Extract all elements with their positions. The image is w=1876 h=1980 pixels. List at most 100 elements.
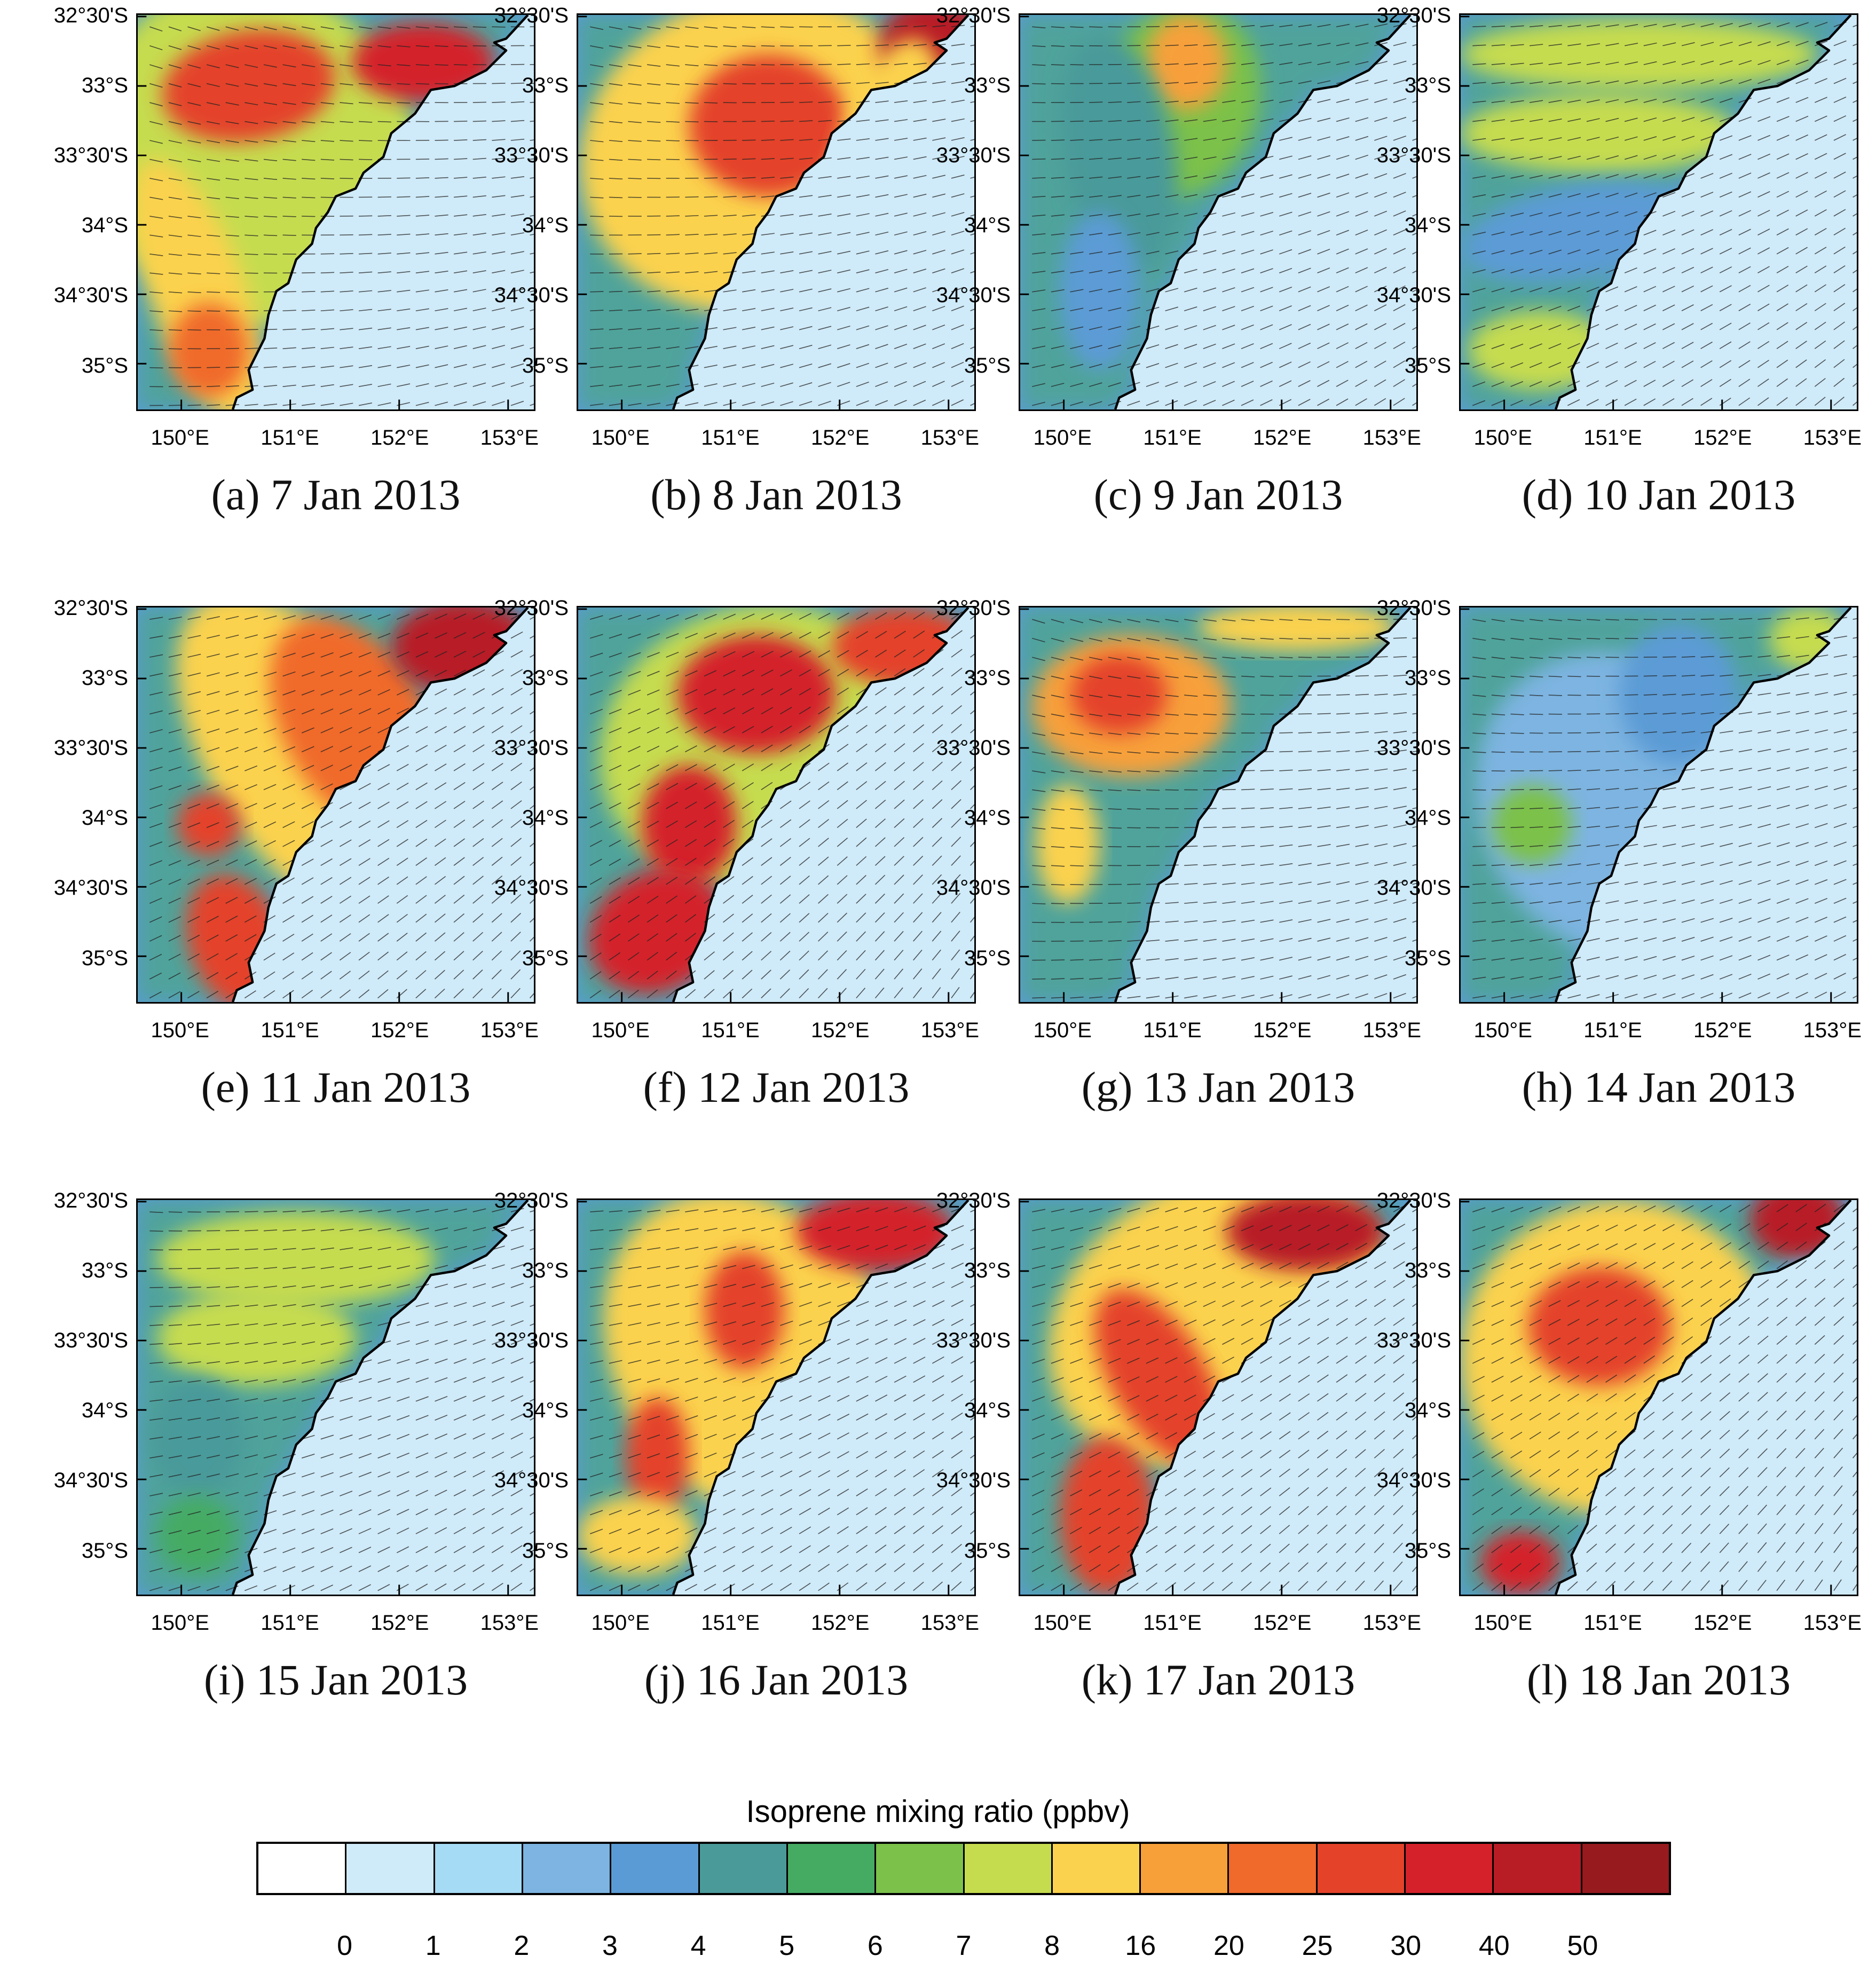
lat-tick-label: 34°30'S — [1376, 283, 1451, 307]
lon-tick-label: 150°E — [1473, 1019, 1532, 1042]
colorbar-swatch — [1494, 1844, 1582, 1893]
map-panel — [136, 13, 535, 411]
concentration-blob — [641, 765, 737, 884]
map-plot — [578, 1200, 974, 1595]
lat-tick-label: 33°30'S — [494, 144, 569, 168]
wind-vectors — [589, 1206, 974, 1591]
lon-tick-label: 152°E — [810, 426, 870, 449]
lat-tick-label: 34°S — [81, 806, 128, 830]
lat-tick-label: 35°S — [1404, 353, 1451, 377]
lat-tick-label: 34°S — [522, 1399, 569, 1423]
lon-tick-label: 151°E — [261, 426, 319, 449]
wind-vectors — [1472, 1203, 1857, 1591]
colorbar-tick-label: 1 — [425, 1930, 441, 1961]
colorbar-tick-label: 16 — [1125, 1930, 1156, 1961]
lon-tick-label: 153°E — [1362, 1611, 1422, 1635]
colorbar — [256, 1842, 1671, 1895]
concentration-blob — [1061, 36, 1178, 270]
lat-tick-label: 34°S — [964, 1399, 1011, 1423]
lat-tick-label: 32°30'S — [1376, 596, 1451, 620]
lon-tick-label: 153°E — [920, 1019, 980, 1042]
coastline — [1554, 608, 1852, 1002]
colorbar-tick-label: 0 — [337, 1930, 353, 1961]
concentration-blob — [149, 1377, 245, 1496]
lat-tick-label: 35°S — [522, 353, 569, 377]
lon-tick-label: 152°E — [370, 426, 429, 449]
map-panel — [1019, 606, 1418, 1004]
concentration-blob — [177, 793, 241, 856]
concentration-blob — [1461, 19, 1817, 90]
map-panel — [1019, 13, 1418, 411]
colorbar-swatch — [258, 1844, 347, 1893]
map-panel — [1459, 606, 1858, 1004]
colorbar-swatch — [1052, 1844, 1141, 1893]
panel-caption: (e) 11 Jan 2013 — [201, 1063, 471, 1111]
lon-tick-label: 151°E — [261, 1611, 319, 1635]
lat-tick-label: 33°30'S — [1376, 736, 1451, 760]
lon-tick-label: 150°E — [591, 1611, 650, 1635]
lat-tick-label: 32°30'S — [494, 4, 569, 27]
lat-tick-label: 33°30'S — [494, 1329, 569, 1353]
lat-tick-label: 33°30'S — [53, 144, 128, 168]
lat-tick-label: 33°S — [964, 666, 1011, 690]
lon-tick-label: 152°E — [1693, 1611, 1752, 1635]
lon-tick-label: 150°E — [1473, 426, 1532, 449]
lon-tick-label: 150°E — [1033, 426, 1092, 449]
lat-tick-label: 33°S — [81, 1259, 128, 1283]
lat-tick-label: 34°30'S — [1376, 876, 1451, 900]
lon-tick-label: 150°E — [151, 1611, 209, 1635]
lat-tick-label: 33°S — [1404, 74, 1451, 98]
colorbar-tick-label: 50 — [1567, 1930, 1598, 1961]
lat-tick-label: 34°S — [1404, 214, 1451, 238]
lon-tick-label: 153°E — [1803, 426, 1862, 449]
lat-tick-label: 34°30'S — [1376, 1469, 1451, 1493]
colorbar-tick-label: 5 — [779, 1930, 795, 1961]
lat-tick-label: 34°30'S — [494, 283, 569, 307]
coastline — [672, 15, 969, 409]
lon-tick-label: 151°E — [1143, 1611, 1202, 1635]
lon-tick-label: 151°E — [1143, 426, 1202, 449]
lat-tick-label: 32°30'S — [53, 596, 128, 620]
colorbar-tick-label: 4 — [690, 1930, 706, 1961]
map-panel — [577, 13, 976, 411]
lat-tick-label: 34°30'S — [494, 1469, 569, 1493]
colorbar-swatch — [611, 1844, 700, 1893]
lat-tick-label: 35°S — [81, 946, 128, 970]
lon-tick-label: 151°E — [1583, 1611, 1642, 1635]
map-panel — [1459, 13, 1858, 411]
colorbar-swatch — [1317, 1844, 1406, 1893]
colorbar-tick-label: 25 — [1302, 1930, 1333, 1961]
lat-tick-label: 33°S — [522, 74, 569, 98]
map-panel — [577, 1198, 976, 1596]
map-panel — [136, 1198, 535, 1596]
coastline — [1114, 608, 1412, 1002]
lon-tick-label: 151°E — [1583, 1019, 1642, 1042]
lon-tick-label: 153°E — [480, 426, 539, 449]
lat-tick-label: 34°S — [964, 806, 1011, 830]
lat-tick-label: 34°30'S — [494, 876, 569, 900]
lon-tick-label: 151°E — [261, 1019, 319, 1042]
map-plot — [138, 15, 534, 409]
lat-tick-label: 35°S — [81, 353, 128, 377]
lon-tick-label: 152°E — [370, 1019, 429, 1042]
colorbar-title: Isoprene mixing ratio (ppbv) — [746, 1794, 1130, 1829]
concentration-blob — [705, 1251, 784, 1370]
colorbar-tick-label: 40 — [1478, 1930, 1510, 1961]
concentration-blob — [162, 29, 335, 143]
lat-tick-label: 34°S — [1404, 1399, 1451, 1423]
map-plot — [578, 15, 974, 409]
lat-tick-label: 34°S — [522, 214, 569, 238]
panel-caption: (d) 10 Jan 2013 — [1522, 470, 1796, 519]
concentration-blob — [1094, 1289, 1224, 1466]
lat-tick-label: 34°S — [522, 806, 569, 830]
lat-tick-label: 32°30'S — [936, 1189, 1011, 1212]
colorbar-swatch — [787, 1844, 877, 1893]
concentration-blob — [1528, 1267, 1671, 1386]
map-plot — [1461, 608, 1857, 1002]
lat-tick-label: 33°S — [964, 74, 1011, 98]
panel-caption: (i) 15 Jan 2013 — [203, 1655, 468, 1704]
colorbar-tick-label: 3 — [602, 1930, 618, 1961]
map-plot — [1020, 1200, 1416, 1595]
lat-tick-label: 33°30'S — [494, 736, 569, 760]
concentration-blob — [689, 54, 848, 196]
